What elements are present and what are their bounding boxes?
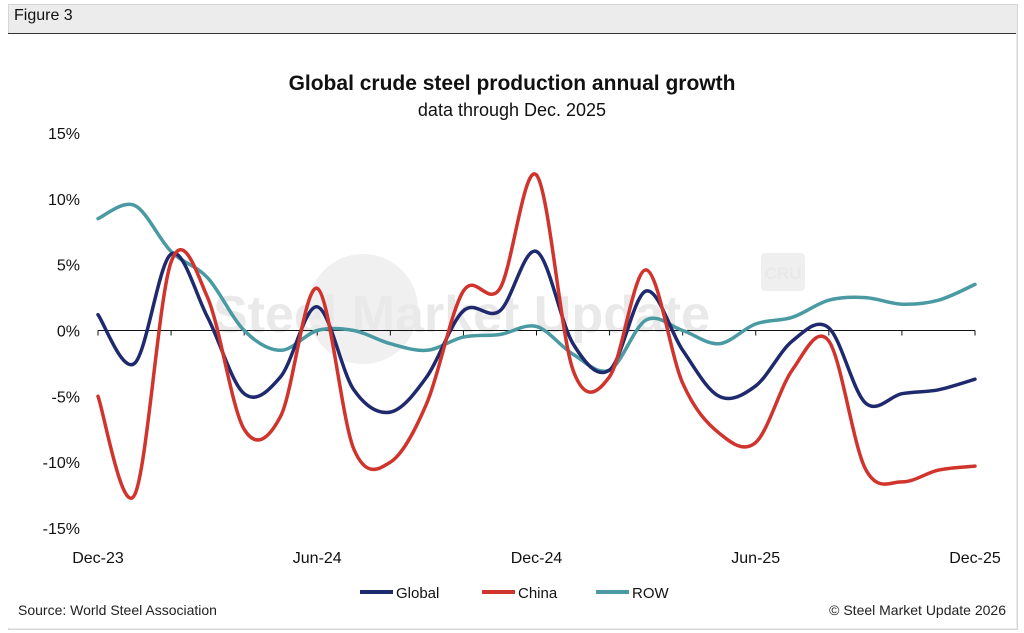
y-tick-label: -5% bbox=[52, 389, 80, 406]
source-note: Source: World Steel Association bbox=[18, 602, 217, 618]
series-line-global bbox=[96, 249, 977, 415]
series-group bbox=[96, 172, 977, 500]
series-line-row bbox=[96, 202, 977, 373]
x-tick-label: Dec-25 bbox=[949, 550, 1001, 567]
copyright-note: © Steel Market Update 2026 bbox=[829, 602, 1006, 618]
x-axis: Dec-23 Jun-24 Dec-24 Jun-25 Dec-25 bbox=[72, 330, 1001, 567]
y-tick-label: -10% bbox=[43, 455, 80, 472]
watermark: Steel Market Update CRU bbox=[213, 253, 805, 364]
y-tick-label: 0% bbox=[57, 324, 80, 341]
chart-subtitle: data through Dec. 2025 bbox=[418, 100, 606, 120]
watermark-logo-box bbox=[761, 253, 805, 291]
watermark-logo-circle bbox=[308, 254, 418, 364]
x-tick-label: Dec-23 bbox=[72, 550, 124, 567]
cru-logo: CRU bbox=[765, 264, 802, 283]
y-tick-label: 5% bbox=[57, 258, 80, 275]
y-tick-label: 10% bbox=[48, 192, 80, 209]
y-tick-label: 15% bbox=[48, 126, 80, 143]
legend-label-row: ROW bbox=[632, 585, 670, 602]
chart-title: Global crude steel production annual gro… bbox=[289, 72, 736, 95]
figure-label: Figure 3 bbox=[14, 7, 73, 24]
chart-panel: Steel Market Update CRU Global crude ste… bbox=[8, 34, 1016, 628]
x-tick-label: Jun-25 bbox=[731, 550, 780, 567]
y-axis: 15% 10% 5% 0% -5% -10% -15% bbox=[43, 126, 80, 538]
series-line-china bbox=[96, 172, 977, 500]
legend-label-china: China bbox=[518, 585, 558, 602]
x-tick-label: Dec-24 bbox=[511, 550, 563, 567]
x-tick-label: Jun-24 bbox=[293, 550, 342, 567]
header-rule bbox=[8, 33, 1016, 34]
y-tick-label: -15% bbox=[43, 521, 80, 538]
legend: Global China ROW bbox=[360, 585, 670, 602]
line-chart: Steel Market Update CRU Global crude ste… bbox=[18, 72, 1006, 618]
legend-label-global: Global bbox=[396, 585, 439, 602]
